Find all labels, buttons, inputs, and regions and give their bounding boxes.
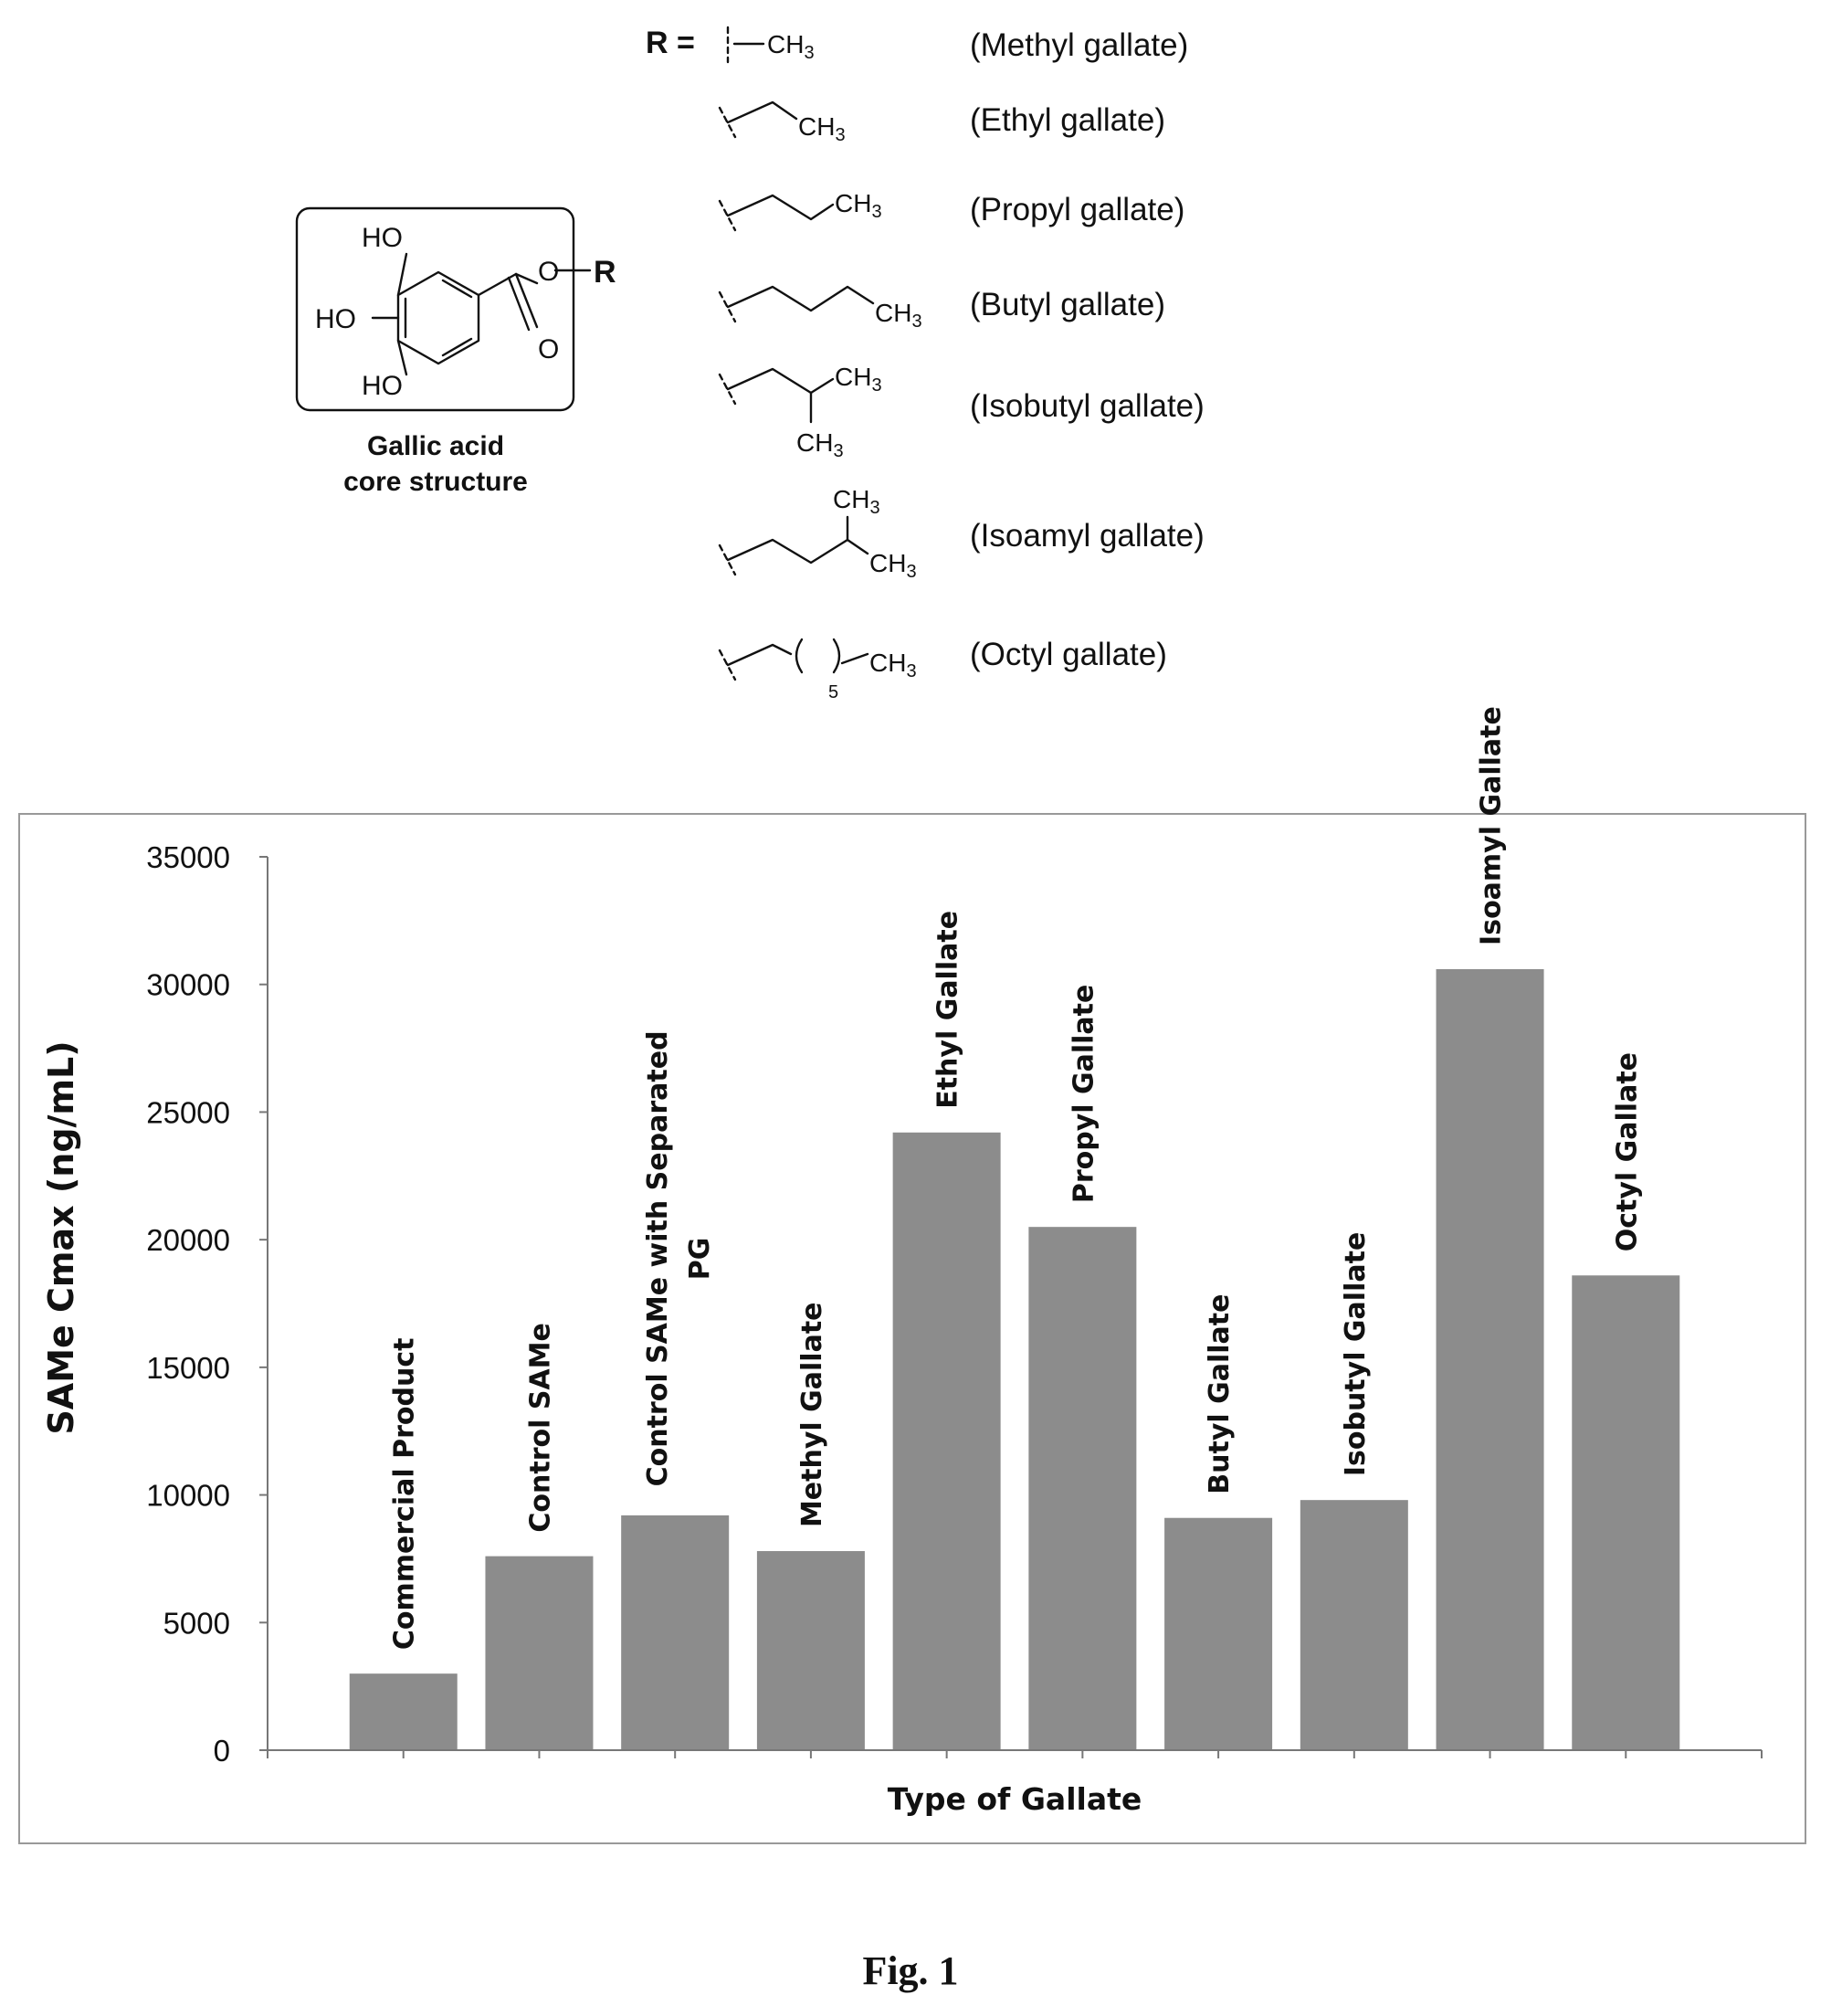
y-tick-label: 30000 [146,968,230,1002]
bar [756,1551,865,1750]
ho-mid-label: HO [315,304,356,334]
core-structure-box [295,206,575,412]
core-title-line2: core structure [343,467,528,497]
y-tick-label: 20000 [146,1223,230,1257]
y-tick-labels: 0 5000 10000 15000 20000 25000 30000 35000 [146,840,230,1768]
isoamyl-ch3-bottom: CH3 [869,549,917,582]
carbonyl-oxygen-label: O [538,334,559,364]
y-tick-label: 15000 [146,1351,230,1385]
bar [349,1673,458,1750]
bar-label: Control SAMe [524,1323,556,1532]
methyl-ch3: CH3 [767,30,815,63]
bar-label: PG [684,1238,716,1281]
ester-oxygen-label: O [538,257,559,287]
y-tick-label: 25000 [146,1095,230,1129]
bar [1572,1275,1680,1750]
bar-category-labels: Commercial Product Control SAMe Control SA… [389,706,1644,1650]
octyl-ch3: CH3 [869,649,917,681]
y-tick-label: 35000 [146,840,230,874]
octyl-repeat-subscript: 5 [828,682,838,702]
bar-label: Ethyl Gallate [932,911,964,1109]
bar-label: Propyl Gallate [1068,985,1100,1204]
substituent-name-ethyl: (Ethyl gallate) [970,102,1165,138]
propyl-ch3: CH3 [835,189,882,222]
bar [1436,968,1544,1750]
bar-label: Control SAMe with Separated [642,1030,674,1486]
bar-label: Isoamyl Gallate [1476,706,1508,945]
substituent-name-isoamyl: (Isoamyl gallate) [970,518,1205,554]
substituent-name-isobutyl: (Isobutyl gallate) [970,388,1205,424]
substituent-name-methyl: (Methyl gallate) [970,27,1188,63]
x-axis-title: Type of Gallate [888,1781,1142,1817]
bar [892,1132,1001,1750]
bar-label: Methyl Gallate [796,1302,828,1527]
substituent-name-octyl: (Octyl gallate) [970,637,1167,672]
y-tick-label: 5000 [163,1606,230,1640]
y-tick-label: 0 [214,1734,230,1768]
bar-label: Octyl Gallate [1611,1052,1643,1251]
bar [485,1556,594,1750]
r-equals-label: R = [646,26,695,60]
bar [1028,1227,1137,1750]
bar [1300,1500,1408,1750]
cmax-bar-chart: 0 5000 10000 15000 20000 25000 30000 35000 Comm… [18,706,1806,1844]
bar [621,1515,730,1750]
x-tick-marks [267,1750,1763,1758]
figure-caption: Fig. 1 [862,1948,959,1993]
core-r-label: R [594,255,616,290]
bar [1164,1517,1273,1750]
isobutyl-ch3-top: CH3 [835,363,882,396]
butyl-ch3: CH3 [875,299,922,332]
core-title-line1: Gallic acid [367,431,504,461]
y-tick-marks [259,856,268,1751]
substituent-name-propyl: (Propyl gallate) [970,192,1184,227]
substituent-name-butyl: (Butyl gallate) [970,287,1165,322]
bar-label: Commercial Product [389,1337,421,1650]
bar-series [349,968,1680,1750]
y-tick-label: 10000 [146,1479,230,1513]
bar-label: Butyl Gallate [1204,1294,1236,1494]
ethyl-ch3: CH3 [798,112,846,145]
bar-label: Isobutyl Gallate [1340,1232,1372,1476]
isobutyl-ch3-bottom: CH3 [796,428,844,461]
ho-top-label: HO [362,223,403,253]
gallate-structure-scheme: HO HO HO O O R R = CH3 CH3 CH3 CH3 CH3 C… [295,26,1205,702]
ho-bottom-label: HO [362,371,403,401]
y-axis-title: SAMe Cmax (ng/mL) [41,1040,81,1434]
isoamyl-ch3-top: CH3 [833,485,880,518]
